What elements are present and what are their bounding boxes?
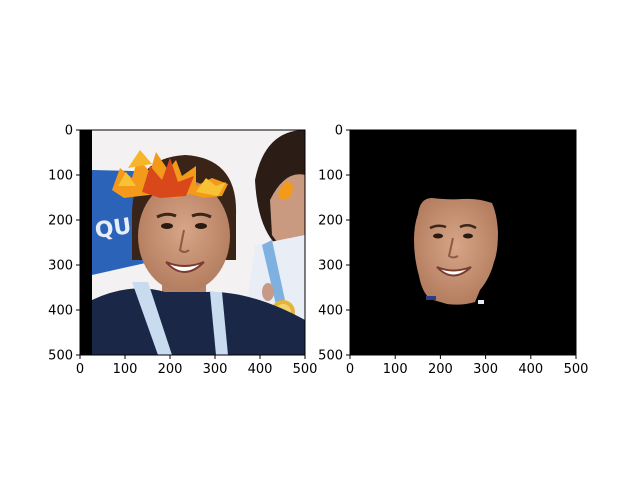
- x-tick-label: 500: [293, 362, 318, 377]
- y-tick-label: 300: [48, 259, 73, 274]
- y-tick-label: 0: [65, 124, 73, 139]
- x-tick-label: 0: [76, 362, 84, 377]
- x-tick-label: 200: [158, 362, 183, 377]
- x-tick-label: 200: [428, 362, 453, 377]
- x-tick-label: 400: [248, 362, 273, 377]
- y-tick-label: 100: [48, 169, 73, 184]
- right-x-ticks: 0 100 200 300 400 500: [346, 355, 589, 377]
- left-x-ticks: 0 100 200 300 400 500: [76, 355, 318, 377]
- x-tick-label: 300: [203, 362, 228, 377]
- y-tick-label: 500: [48, 349, 73, 364]
- left-axes-frame: [79, 129, 306, 356]
- left-y-ticks: 0 100 200 300 400 500: [48, 124, 80, 364]
- left-panel-image: QUI: [80, 130, 305, 355]
- y-tick-label: 100: [318, 169, 343, 184]
- y-tick-label: 400: [48, 304, 73, 319]
- x-tick-label: 500: [564, 362, 589, 377]
- x-tick-label: 100: [383, 362, 408, 377]
- y-tick-label: 0: [335, 124, 343, 139]
- y-tick-label: 300: [318, 259, 343, 274]
- y-tick-label: 400: [318, 304, 343, 319]
- x-tick-label: 0: [346, 362, 354, 377]
- y-tick-label: 200: [48, 214, 73, 229]
- right-axes-frame: [349, 129, 577, 356]
- x-tick-label: 300: [473, 362, 498, 377]
- y-tick-label: 500: [318, 349, 343, 364]
- x-tick-label: 100: [113, 362, 138, 377]
- right-y-ticks: 0 100 200 300 400 500: [318, 124, 350, 364]
- right-panel-image: [350, 130, 576, 355]
- y-tick-label: 200: [318, 214, 343, 229]
- leaf-crown: [112, 150, 228, 198]
- x-tick-label: 400: [518, 362, 543, 377]
